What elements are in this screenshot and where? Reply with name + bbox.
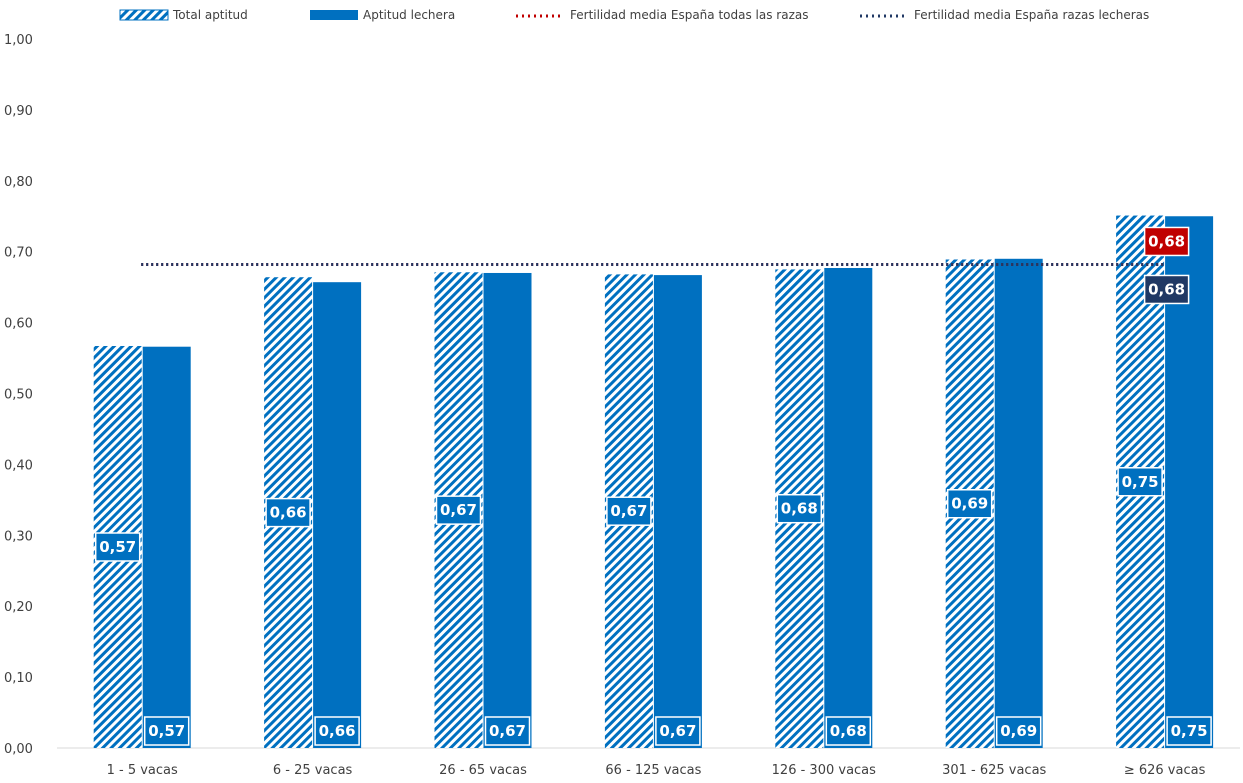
data-label-aptitud-lechera: 0,67 bbox=[484, 716, 531, 746]
data-label-aptitud-lechera-box bbox=[1166, 716, 1212, 746]
bar-aptitud-lechera bbox=[824, 268, 873, 748]
data-label-aptitud-lechera-text: 0,68 bbox=[830, 722, 867, 740]
data-label-aptitud-lechera: 0,57 bbox=[143, 716, 190, 746]
data-label-aptitud-lechera-text: 0,66 bbox=[319, 722, 356, 740]
data-label-total-aptitud-box bbox=[946, 488, 993, 519]
data-label-total-aptitud-text: 0,69 bbox=[951, 495, 988, 513]
data-label-total-aptitud-text: 0,75 bbox=[1122, 473, 1159, 491]
legend-item-total-aptitud: Total aptitud bbox=[119, 8, 248, 22]
data-label-aptitud-lechera-text: 0,69 bbox=[1000, 722, 1037, 740]
bar-aptitud-lechera bbox=[313, 282, 362, 748]
data-label-total-aptitud-box bbox=[94, 532, 141, 562]
data-label-aptitud-lechera-text: 0,67 bbox=[489, 722, 526, 740]
data-label-total-aptitud: 0,67 bbox=[606, 496, 652, 526]
data-label-aptitud-lechera-box bbox=[655, 716, 701, 746]
bars bbox=[93, 215, 1214, 748]
x-tick-label: 301 - 625 vacas bbox=[942, 763, 1046, 778]
y-tick-label: 0,20 bbox=[4, 600, 33, 615]
legend-item-fertilidad-todas: Fertilidad media España todas las razas bbox=[516, 8, 808, 22]
y-tick-label: 0,60 bbox=[4, 317, 33, 332]
legend-label-fertilidad-todas: Fertilidad media España todas las razas bbox=[570, 8, 808, 22]
legend-label-aptitud-lechera: Aptitud lechera bbox=[363, 8, 455, 22]
data-label-aptitud-lechera: 0,66 bbox=[314, 716, 360, 746]
bar-aptitud-lechera bbox=[483, 272, 532, 748]
y-tick-label: 0,10 bbox=[4, 671, 33, 686]
y-tick-label: 0,70 bbox=[4, 246, 33, 261]
data-label-aptitud-lechera: 0,69 bbox=[995, 716, 1042, 746]
data-label-total-aptitud-box bbox=[776, 493, 823, 524]
data-label-total-aptitud-box bbox=[606, 496, 652, 526]
y-tick-label: 0,40 bbox=[4, 458, 33, 473]
data-label-total-aptitud-box bbox=[435, 495, 482, 525]
data-label-total-aptitud: 0,69 bbox=[946, 488, 993, 519]
data-label-aptitud-lechera-box bbox=[484, 716, 531, 746]
data-label-total-aptitud-box bbox=[1117, 467, 1163, 497]
data-label-aptitud-lechera: 0,67 bbox=[655, 716, 701, 746]
data-label-total-aptitud-text: 0,67 bbox=[610, 502, 647, 520]
ref-label-todas-razas-box bbox=[1143, 226, 1190, 257]
y-tick-label: 1,00 bbox=[4, 33, 33, 48]
data-label-aptitud-lechera: 0,68 bbox=[825, 716, 872, 746]
ref-label-todas-razas: 0,68 bbox=[1143, 226, 1190, 257]
x-tick-label: 126 - 300 vacas bbox=[772, 763, 876, 778]
legend-swatch-aptitud-lechera bbox=[310, 10, 358, 20]
data-label-total-aptitud: 0,66 bbox=[265, 497, 311, 528]
data-label-aptitud-lechera-text: 0,67 bbox=[659, 722, 696, 740]
data-label-aptitud-lechera-box bbox=[143, 716, 190, 746]
y-tick-label: 0,30 bbox=[4, 529, 33, 544]
data-label-aptitud-lechera-text: 0,75 bbox=[1171, 722, 1208, 740]
bar-aptitud-lechera bbox=[994, 258, 1043, 748]
y-tick-label: 0,50 bbox=[4, 388, 33, 403]
data-label-total-aptitud-text: 0,66 bbox=[270, 504, 307, 522]
data-label-total-aptitud: 0,75 bbox=[1117, 467, 1163, 497]
data-label-total-aptitud-text: 0,67 bbox=[440, 501, 477, 519]
legend-item-aptitud-lechera: Aptitud lechera bbox=[310, 8, 455, 22]
legend: Total aptitud Aptitud lechera Fertilidad… bbox=[119, 8, 1149, 22]
y-tick-label: 0,00 bbox=[4, 742, 33, 757]
legend-item-fertilidad-lecheras: Fertilidad media España razas lecheras bbox=[860, 8, 1149, 22]
bar-labels: 0,57 0,57 0,66 0,66 0,67 0,67 0,67 0,67 0,68 0,68… bbox=[94, 226, 1212, 746]
ref-label-razas-lecheras-text: 0,68 bbox=[1148, 280, 1185, 298]
bar-aptitud-lechera bbox=[1165, 216, 1214, 748]
x-tick-label: 6 - 25 vacas bbox=[273, 763, 353, 778]
data-label-aptitud-lechera-box bbox=[825, 716, 872, 746]
data-label-aptitud-lechera-text: 0,57 bbox=[148, 722, 185, 740]
ref-label-todas-razas-text: 0,68 bbox=[1148, 232, 1185, 250]
x-tick-label: 26 - 65 vacas bbox=[439, 763, 527, 778]
data-label-total-aptitud-text: 0,68 bbox=[781, 500, 818, 518]
data-label-total-aptitud-box bbox=[265, 497, 311, 528]
data-label-total-aptitud: 0,57 bbox=[94, 532, 141, 562]
bar-aptitud-lechera bbox=[653, 275, 702, 748]
data-label-aptitud-lechera-box bbox=[314, 716, 360, 746]
y-tick-label: 0,80 bbox=[4, 175, 33, 190]
x-tick-label: ≥ 626 vacas bbox=[1124, 763, 1206, 778]
ref-label-razas-lecheras: 0,68 bbox=[1143, 274, 1190, 305]
x-tick-label: 1 - 5 vacas bbox=[107, 763, 178, 778]
y-axis: 0,00 0,10 0,20 0,30 0,40 0,50 0,60 0,70 0,80 0,90… bbox=[4, 33, 33, 757]
data-label-total-aptitud: 0,67 bbox=[435, 495, 482, 525]
data-label-total-aptitud: 0,68 bbox=[776, 493, 823, 524]
bar-aptitud-lechera bbox=[142, 346, 191, 748]
legend-swatch-total-aptitud bbox=[119, 9, 169, 21]
ref-label-razas-lecheras-box bbox=[1143, 274, 1190, 305]
y-tick-label: 0,90 bbox=[4, 104, 33, 119]
data-label-aptitud-lechera: 0,75 bbox=[1166, 716, 1212, 746]
legend-label-total-aptitud: Total aptitud bbox=[172, 8, 248, 22]
x-tick-label: 66 - 125 vacas bbox=[605, 763, 701, 778]
data-label-aptitud-lechera-box bbox=[995, 716, 1042, 746]
data-label-total-aptitud-text: 0,57 bbox=[99, 538, 136, 556]
x-axis: 1 - 5 vacas 6 - 25 vacas 26 - 65 vacas 66 -… bbox=[107, 763, 1206, 778]
legend-label-fertilidad-lecheras: Fertilidad media España razas lecheras bbox=[914, 8, 1149, 22]
